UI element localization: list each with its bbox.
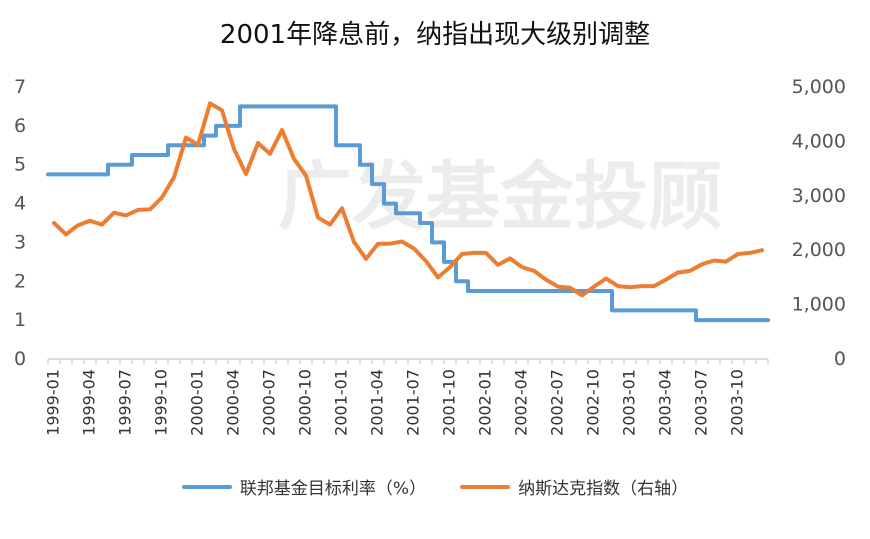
y-left-tick-label: 6 xyxy=(14,115,26,137)
y-right-tick-label: 2,000 xyxy=(792,239,846,261)
x-tick-label: 2002-04 xyxy=(512,369,531,436)
y-left-tick-label: 1 xyxy=(14,309,26,331)
x-tick-label: 1999-10 xyxy=(152,369,171,436)
legend-label-fed-rate: 联邦基金目标利率（%） xyxy=(239,479,427,499)
x-tick-label: 2002-07 xyxy=(548,369,567,436)
legend-item-fed-rate: 联邦基金目标利率（%） xyxy=(181,474,427,499)
y-right-tick-label: 5,000 xyxy=(792,76,846,98)
y-left-tick-label: 2 xyxy=(14,270,26,292)
x-tick-label: 2002-01 xyxy=(476,369,495,436)
y-right-tick-label: 4,000 xyxy=(792,130,846,152)
x-tick-label: 1999-01 xyxy=(44,369,63,436)
watermark: 广发基金投顾 xyxy=(278,154,722,240)
series-line-fed-rate xyxy=(46,104,770,323)
x-tick-label: 2001-01 xyxy=(332,369,351,436)
y-right-tick-label: 1,000 xyxy=(792,294,846,316)
legend-label-nasdaq: 纳斯达克指数（右轴） xyxy=(518,479,689,499)
x-tick-label: 2000-01 xyxy=(188,369,207,436)
y-left-tick-label: 7 xyxy=(14,76,26,98)
legend: 联邦基金目标利率（%） 纳斯达克指数（右轴） xyxy=(0,474,870,499)
x-tick-label: 2003-01 xyxy=(620,369,639,436)
x-tick-label: 2000-04 xyxy=(224,369,243,436)
x-tick-label: 2003-10 xyxy=(728,369,747,436)
y-right-tick-label: 3,000 xyxy=(792,185,846,207)
y-left-tick-label: 0 xyxy=(14,348,26,370)
legend-item-nasdaq: 纳斯达克指数（右轴） xyxy=(460,474,688,499)
axes: 1999-01 1999-04 1999-07 1999-10 2000-01 2000-… xyxy=(14,76,846,436)
x-tick-label: 2000-10 xyxy=(296,369,315,436)
series-line-nasdaq xyxy=(52,101,764,298)
y-right-tick-label: 0 xyxy=(834,348,846,370)
series-layer xyxy=(46,101,770,323)
x-tick-label: 2003-04 xyxy=(656,369,675,436)
x-tick-label: 1999-07 xyxy=(116,369,135,436)
x-tick-label: 2003-07 xyxy=(692,369,711,436)
legend-swatch-nasdaq xyxy=(460,484,511,489)
x-tick-label: 2001-04 xyxy=(368,369,387,436)
y-left-tick-label: 5 xyxy=(14,154,26,176)
y-left-tick-label: 4 xyxy=(14,193,26,215)
x-tick-label: 1999-04 xyxy=(80,369,99,436)
x-tick-label: 2001-10 xyxy=(440,369,459,436)
chart-title: 2001年降息前，纳指出现大级别调整 xyxy=(219,20,651,50)
y-left-tick-label: 3 xyxy=(14,231,26,253)
x-tick-label: 2001-07 xyxy=(404,369,423,436)
x-tick-label: 2000-07 xyxy=(260,369,279,436)
watermark-text: 广发基金投顾 xyxy=(278,154,722,240)
x-tick-label: 2002-10 xyxy=(584,369,603,436)
legend-swatch-fed-rate xyxy=(181,484,232,489)
